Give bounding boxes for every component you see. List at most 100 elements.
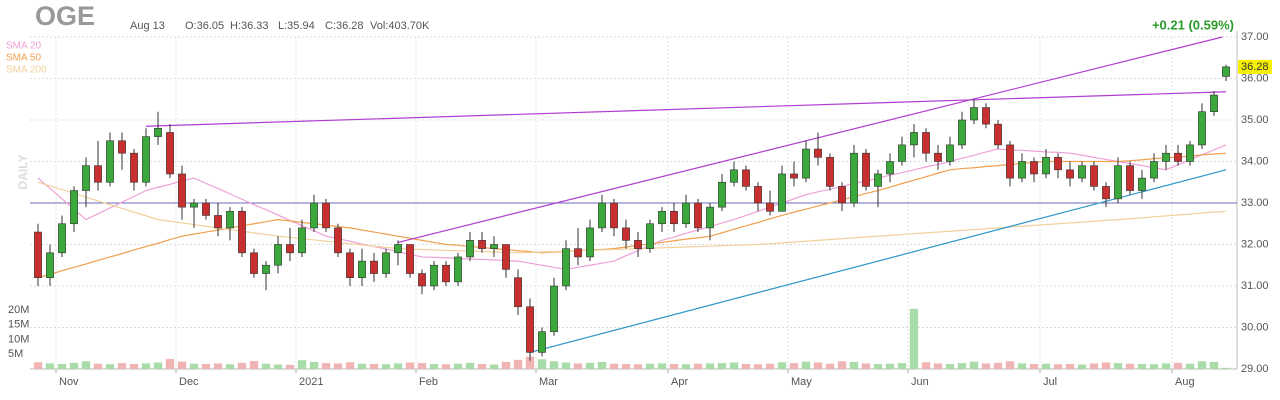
volume-bar	[1017, 363, 1027, 369]
y-tick-label: 32.00	[1241, 238, 1269, 250]
candle-body	[646, 223, 654, 249]
volume-bar	[561, 362, 571, 369]
candle-body	[766, 202, 774, 212]
candle-body	[1150, 161, 1158, 179]
candle-body	[1018, 161, 1026, 179]
candle-body	[442, 264, 450, 283]
candle-body	[94, 165, 102, 183]
volume-text: Vol:403.70K	[370, 20, 430, 32]
candle-body	[898, 144, 906, 162]
trendline	[397, 36, 1223, 244]
volume-bar	[285, 364, 295, 369]
volume-bar	[1101, 362, 1111, 369]
volume-bar	[1197, 361, 1207, 369]
trendline	[529, 169, 1227, 353]
volume-bar	[393, 363, 403, 369]
candle-body	[1138, 177, 1146, 191]
volume-bar	[1125, 363, 1135, 369]
legend-label: SMA 50	[6, 53, 41, 64]
candle-body	[490, 244, 498, 249]
legend-label: SMA 200	[6, 65, 47, 76]
candle-body	[1054, 157, 1062, 171]
candle-body	[634, 240, 642, 249]
candle-body	[1162, 152, 1170, 162]
x-tick-label: 2021	[299, 376, 323, 388]
volume-bar	[945, 363, 955, 369]
candle-body	[130, 152, 138, 183]
volume-bar	[1065, 363, 1075, 369]
candle-body	[238, 211, 246, 254]
volume-bar	[837, 361, 847, 369]
volume-bar	[597, 361, 607, 369]
volume-bar	[477, 363, 487, 369]
ticker: OGE	[35, 1, 95, 31]
candle-body	[1210, 94, 1218, 112]
candle-body	[826, 157, 834, 187]
candle-body	[742, 169, 750, 187]
candle-body	[478, 240, 486, 249]
volume-bar	[357, 363, 367, 369]
candle-body	[682, 202, 690, 225]
candle-body	[658, 211, 666, 225]
candle-body	[466, 240, 474, 258]
volume-bar	[261, 363, 271, 369]
volume-bar	[1041, 363, 1051, 369]
candle-body	[982, 107, 990, 125]
volume-bar	[165, 358, 175, 369]
volume-bar	[297, 360, 307, 369]
sma-line	[37, 144, 1227, 271]
x-tick-label: Nov	[59, 376, 79, 388]
y-tick-label: 35.00	[1241, 114, 1269, 126]
candle-body	[598, 202, 606, 229]
candle-body	[58, 223, 66, 254]
volume-bar	[777, 362, 787, 369]
volume-bar	[717, 363, 727, 369]
volume-bar	[621, 363, 631, 369]
candle-body	[574, 248, 582, 258]
y-tick-label: 36.00	[1241, 72, 1269, 84]
volume-bar	[225, 364, 235, 369]
period-label: DAILY	[16, 155, 30, 190]
candle-body	[970, 107, 978, 121]
volume-bar	[993, 362, 1003, 369]
volume-bar	[213, 363, 223, 369]
candle-body	[1078, 165, 1086, 179]
candle-body	[1198, 111, 1206, 146]
x-tick-label: Mar	[539, 376, 558, 388]
candle-body	[142, 136, 150, 183]
candle-body	[814, 148, 822, 158]
candle-body	[226, 211, 234, 229]
candle-body	[994, 123, 1002, 146]
candle-body	[166, 132, 174, 175]
candle-body	[502, 244, 510, 270]
volume-bar	[249, 361, 259, 369]
candle-body	[1222, 66, 1230, 77]
candle-body	[70, 190, 78, 225]
volume-bar	[753, 364, 763, 369]
high-text: H:36.33	[230, 20, 269, 32]
volume-bar	[969, 361, 979, 369]
volume-bar	[1053, 364, 1063, 369]
volume-bar	[1209, 361, 1219, 369]
volume-bar	[237, 362, 247, 369]
volume-bar	[909, 308, 919, 369]
candle-body	[670, 211, 678, 225]
candle-body	[118, 140, 126, 154]
candle-body	[418, 273, 426, 287]
x-tick-label: Jun	[911, 376, 929, 388]
candle-body	[562, 248, 570, 287]
volume-bar	[177, 361, 187, 369]
candle-body	[694, 202, 702, 229]
candle-body	[922, 132, 930, 154]
x-tick-label: May	[791, 376, 812, 388]
volume-bar	[537, 359, 547, 369]
volume-bar	[321, 363, 331, 369]
candle-body	[1186, 144, 1194, 162]
y-tick-label: 29.00	[1241, 363, 1269, 375]
volume-bar	[849, 361, 859, 369]
candle-body	[910, 132, 918, 146]
volume-bar	[1137, 363, 1147, 369]
candle-body	[538, 331, 546, 353]
volume-bar	[105, 364, 115, 369]
volume-bar	[693, 363, 703, 369]
